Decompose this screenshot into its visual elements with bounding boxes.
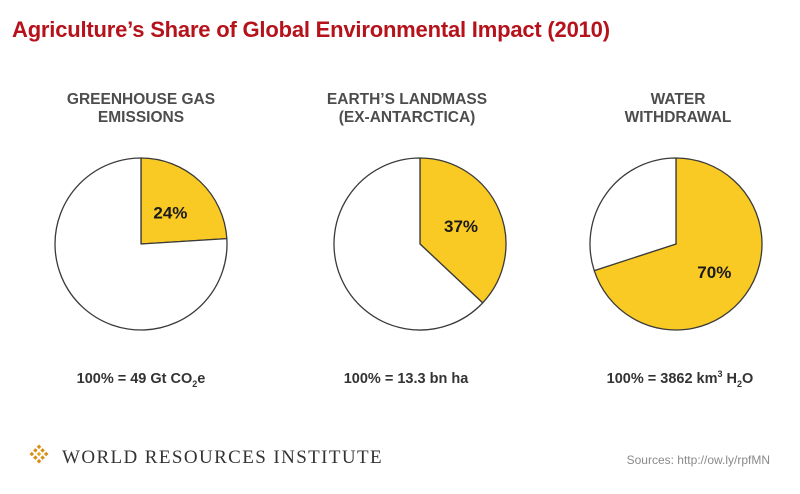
wri-diamond-logo-icon: [29, 444, 49, 464]
total-ghg-prefix: 100% = 49 Gt CO: [76, 371, 193, 387]
total-landmass: 100% = 13.3 bn ha: [276, 371, 536, 387]
panel-title-landmass: EARTH’S LANDMASS (EX-ANTARCTICA): [326, 91, 488, 126]
pie-slice-other: [333, 157, 484, 331]
logo-diamond-cell: [43, 451, 49, 457]
page-title: Agriculture’s Share of Global Environmen…: [12, 17, 610, 42]
pie-chart-water: 70%: [589, 157, 763, 331]
logo-diamond-cell: [29, 451, 35, 457]
pie-chart-landmass: 37%: [333, 157, 507, 331]
total-landmass-prefix: 100% = 13.3 bn ha: [343, 371, 469, 387]
logo-diamond-cell: [40, 455, 45, 460]
pie-data-label: 24%: [153, 204, 187, 223]
pie-data-label: 70%: [697, 263, 731, 282]
logo-diamond-cell: [36, 444, 42, 450]
total-ghg-suffix: e: [197, 371, 206, 387]
total-water-sup: 3: [717, 369, 723, 380]
organization-name: WORLD RESOURCES INSTITUTE: [62, 447, 384, 468]
source-link[interactable]: Sources: http://ow.ly/rpfMN: [626, 453, 770, 467]
panel-title-water: WATER WITHDRAWAL: [624, 91, 732, 126]
pie-slice-agriculture: [419, 157, 507, 304]
logo-diamond-cell: [36, 458, 42, 464]
pie-slice-other: [54, 157, 228, 331]
logo-diamond-cell: [36, 451, 42, 457]
pie-slice-agriculture: [140, 157, 228, 245]
panel-title-ghg: GREENHOUSE GAS EMISSIONS: [66, 91, 216, 126]
total-ghg: 100% = 49 Gt CO2e: [11, 371, 271, 389]
total-ghg-sub: 2: [192, 378, 198, 389]
pie-chart-ghg: 24%: [54, 157, 228, 331]
total-water-mid: H: [722, 371, 738, 387]
logo-diamond-cell: [33, 455, 38, 460]
total-water: 100% = 3862 km3 H2O: [550, 369, 800, 389]
pie-data-label: 37%: [444, 217, 478, 236]
total-water-sub: 2: [737, 378, 743, 389]
logo-diamond-cell: [33, 448, 38, 453]
logo-diamond-cell: [40, 448, 45, 453]
total-water-prefix: 100% = 3862 km: [606, 371, 718, 387]
total-water-suffix: O: [742, 371, 754, 387]
pie-slice-other: [589, 157, 677, 272]
pie-slice-agriculture: [593, 157, 763, 331]
